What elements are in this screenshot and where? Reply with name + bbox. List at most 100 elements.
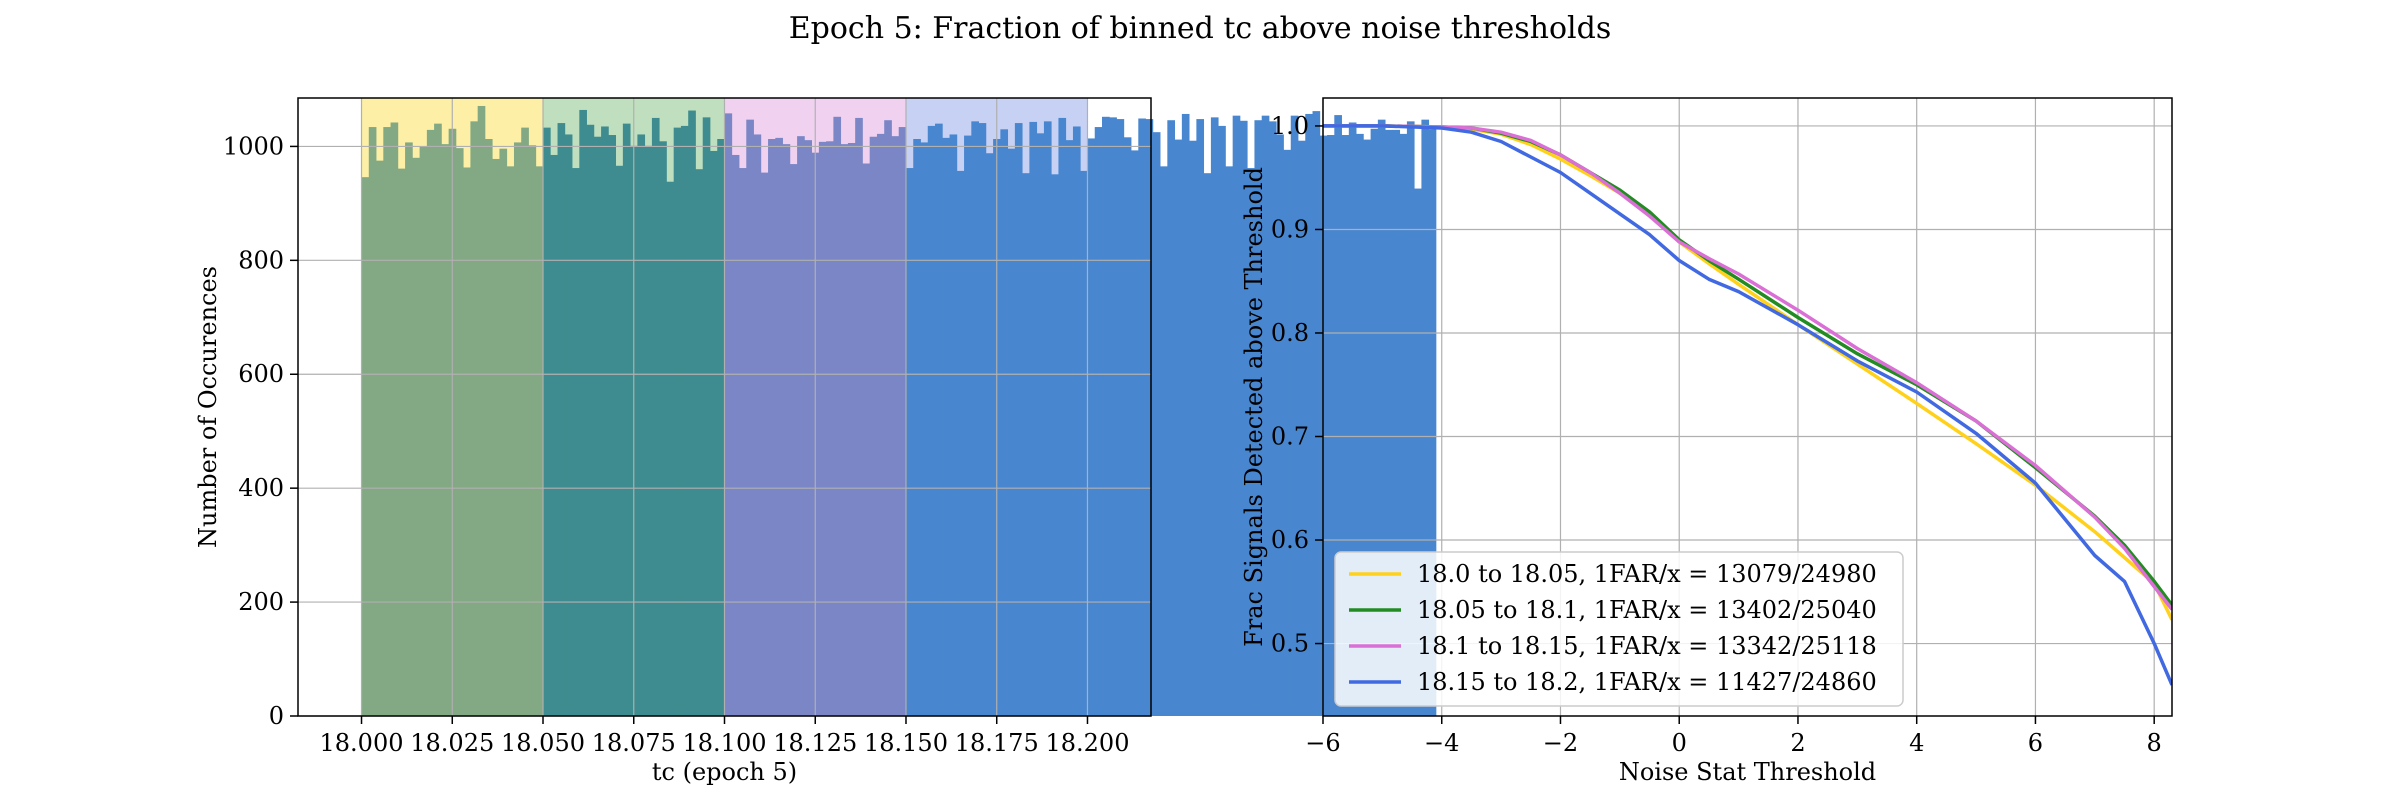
histogram-bar xyxy=(1218,125,1226,717)
histogram-bar xyxy=(782,144,791,716)
histogram-bar xyxy=(1356,133,1364,717)
histogram-bar xyxy=(1225,166,1234,717)
histogram-bar xyxy=(978,123,987,716)
histogram-bar xyxy=(615,165,624,716)
line-x-ticks: −6 −4 −2 0 2 4 6 8 xyxy=(1305,716,2162,757)
histogram-bar xyxy=(441,144,450,716)
legend-entry-3: 18.1 to 18.15, 1FAR/x = 13342/25118 xyxy=(1417,632,1877,660)
histogram-bar xyxy=(1116,119,1125,717)
histogram-bar xyxy=(847,142,856,716)
legend-entry-4: 18.15 to 18.2, 1FAR/x = 11427/24860 xyxy=(1417,668,1877,696)
histogram-bar xyxy=(1189,140,1197,717)
histogram-bar xyxy=(905,168,914,717)
histogram-bar xyxy=(1007,148,1016,716)
histogram-bar xyxy=(1058,117,1067,716)
histogram-bar xyxy=(434,123,442,716)
histogram-bar xyxy=(1399,133,1408,717)
histogram-bar xyxy=(1174,139,1183,717)
histogram-bar xyxy=(412,157,420,716)
histogram-bar xyxy=(935,123,943,716)
line-y-tick-label: 0.7 xyxy=(1271,423,1309,451)
histogram-bar xyxy=(1406,121,1415,716)
histogram-bar xyxy=(869,136,878,716)
histogram-bar xyxy=(1000,129,1009,716)
series-line-2 xyxy=(1323,124,2172,607)
histogram-bar xyxy=(1334,115,1342,717)
histogram-bar xyxy=(419,146,428,717)
line-x-tick-label: −4 xyxy=(1424,729,1459,757)
histogram-bar xyxy=(746,119,754,717)
histogram-bar xyxy=(1109,117,1117,716)
histogram-bar xyxy=(695,169,704,717)
series-line-4 xyxy=(1323,124,2172,686)
histogram-y-tick-label: 200 xyxy=(238,588,284,616)
histogram-bar xyxy=(455,148,464,716)
histogram-bar xyxy=(608,135,617,716)
histogram-bar xyxy=(862,163,871,716)
histogram-x-tick-label: 18.050 xyxy=(501,729,585,757)
histogram-bar xyxy=(971,121,979,716)
histogram-x-tick-label: 18.075 xyxy=(592,729,676,757)
line-axes-frame xyxy=(1322,97,2173,717)
histogram-bar xyxy=(499,148,508,716)
histogram-bar xyxy=(513,142,522,717)
histogram-bar xyxy=(405,142,413,717)
histogram-bar xyxy=(601,126,609,717)
histogram-x-tick-label: 18.200 xyxy=(1045,729,1129,757)
histogram-bar xyxy=(826,141,834,717)
histogram-bar xyxy=(1123,137,1132,716)
line-x-tick-label: −6 xyxy=(1305,729,1340,757)
histogram-bar xyxy=(637,134,646,716)
legend-entry-1: 18.0 to 18.05, 1FAR/x = 13079/24980 xyxy=(1417,560,1877,588)
histogram-bar xyxy=(463,167,471,717)
histogram-bar xyxy=(564,134,573,716)
series-line-1 xyxy=(1323,124,2172,621)
histogram-bar xyxy=(1341,135,1350,716)
histogram-bar xyxy=(884,120,892,717)
histogram-bar xyxy=(390,122,399,716)
histogram-bar xyxy=(680,125,689,717)
histogram-x-axis-label: tc (epoch 5) xyxy=(652,758,797,786)
histogram-bar xyxy=(709,150,718,716)
histogram-bar xyxy=(1080,170,1088,716)
histogram-bar xyxy=(622,123,631,716)
histogram-bar xyxy=(368,127,377,717)
line-x-tick-label: −2 xyxy=(1543,729,1578,757)
histogram-bar xyxy=(964,135,972,716)
histogram-bar xyxy=(804,140,813,717)
histogram-bar xyxy=(1181,113,1190,717)
histogram-y-ticks: 0 200 400 600 800 1000 xyxy=(223,132,298,730)
histogram-bar xyxy=(1428,129,1437,716)
histogram-y-tick-label: 0 xyxy=(269,702,284,730)
histogram-bar xyxy=(659,141,667,717)
histogram-bar xyxy=(673,127,682,717)
histogram-y-tick-label: 400 xyxy=(238,474,284,502)
histogram-bar xyxy=(775,137,783,716)
histogram-bar xyxy=(1203,173,1212,717)
histogram-bar xyxy=(768,139,776,716)
histogram-bar xyxy=(1276,134,1284,716)
histogram-bar xyxy=(1101,116,1110,716)
histogram-bar xyxy=(1210,117,1219,716)
line-y-tick-label: 1.0 xyxy=(1271,112,1309,140)
histogram-bar xyxy=(1160,166,1168,717)
histogram-bar xyxy=(1261,115,1270,716)
histogram-bar xyxy=(361,177,370,716)
histogram-bar xyxy=(1014,123,1023,716)
histogram-bar xyxy=(1290,115,1299,716)
histogram-bar xyxy=(644,145,653,716)
histogram-bar xyxy=(1043,121,1052,716)
histogram-bar xyxy=(760,172,769,716)
histogram-bar xyxy=(942,137,950,716)
histogram-y-tick-label: 600 xyxy=(238,360,284,388)
histogram-bar xyxy=(876,133,885,717)
histogram-bar xyxy=(1029,121,1038,716)
histogram-bar xyxy=(1385,129,1393,716)
histogram-bar xyxy=(1196,119,1205,717)
histogram-bar xyxy=(702,117,711,716)
histogram-bar xyxy=(579,109,587,716)
histogram-bar xyxy=(956,170,965,716)
histogram-bar xyxy=(666,181,675,717)
histogram-x-ticks: 18.000 18.025 18.050 18.075 18.100 18.125 18.1… xyxy=(320,716,1129,757)
